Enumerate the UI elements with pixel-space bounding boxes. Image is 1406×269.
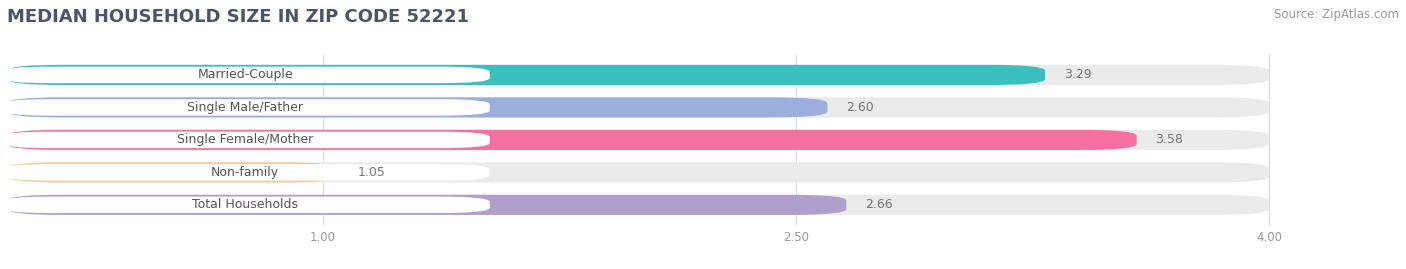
FancyBboxPatch shape (7, 65, 1045, 85)
FancyBboxPatch shape (7, 195, 1270, 215)
Text: Single Male/Father: Single Male/Father (187, 101, 304, 114)
FancyBboxPatch shape (1, 99, 489, 116)
FancyBboxPatch shape (7, 130, 1270, 150)
FancyBboxPatch shape (7, 97, 827, 118)
Text: Total Households: Total Households (193, 198, 298, 211)
Text: 1.05: 1.05 (357, 166, 385, 179)
FancyBboxPatch shape (7, 130, 1136, 150)
FancyBboxPatch shape (1, 132, 489, 148)
FancyBboxPatch shape (7, 162, 339, 182)
FancyBboxPatch shape (7, 162, 1270, 182)
FancyBboxPatch shape (1, 197, 489, 213)
Text: 3.58: 3.58 (1156, 133, 1184, 146)
FancyBboxPatch shape (1, 164, 489, 180)
Text: 2.66: 2.66 (865, 198, 893, 211)
Text: 2.60: 2.60 (846, 101, 875, 114)
Text: Non-family: Non-family (211, 166, 280, 179)
FancyBboxPatch shape (1, 67, 489, 83)
FancyBboxPatch shape (7, 97, 1270, 118)
Text: Source: ZipAtlas.com: Source: ZipAtlas.com (1274, 8, 1399, 21)
Text: 3.29: 3.29 (1064, 68, 1091, 82)
Text: MEDIAN HOUSEHOLD SIZE IN ZIP CODE 52221: MEDIAN HOUSEHOLD SIZE IN ZIP CODE 52221 (7, 8, 470, 26)
Text: Single Female/Mother: Single Female/Mother (177, 133, 314, 146)
FancyBboxPatch shape (7, 65, 1270, 85)
Text: Married-Couple: Married-Couple (197, 68, 292, 82)
FancyBboxPatch shape (7, 195, 846, 215)
